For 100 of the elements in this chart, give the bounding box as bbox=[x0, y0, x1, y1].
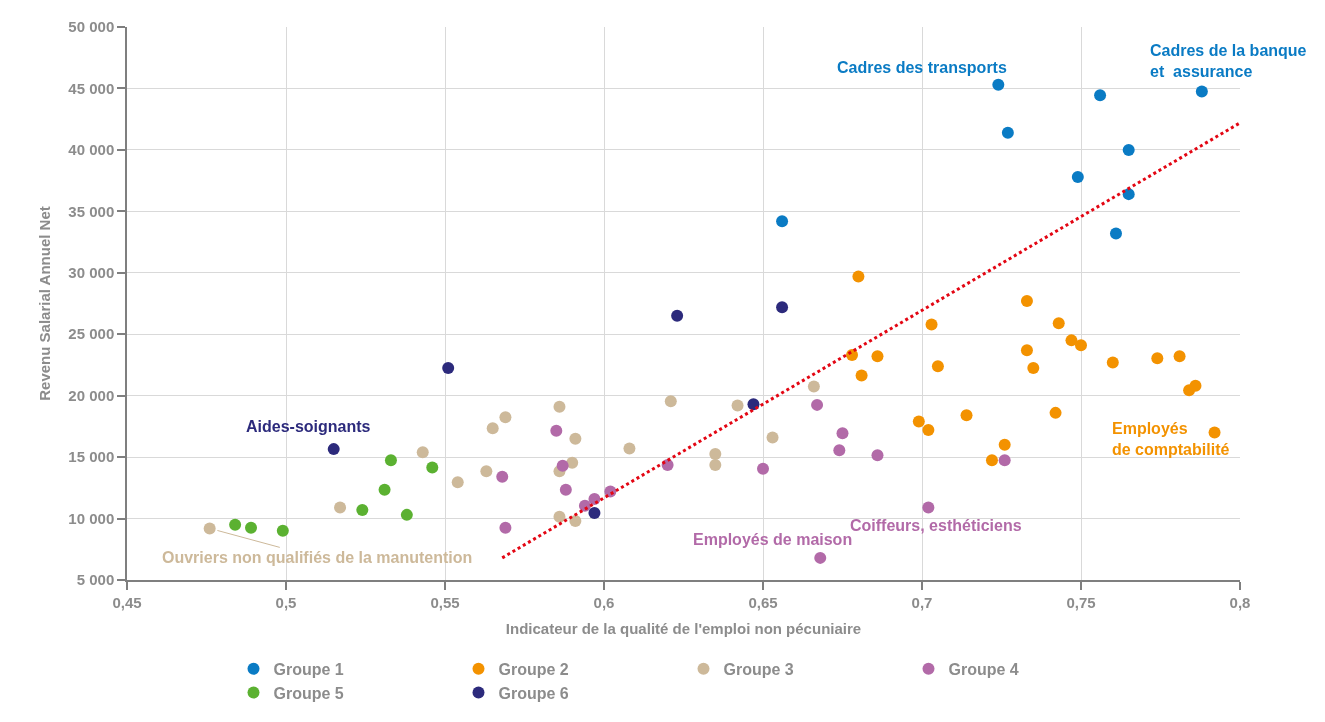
point bbox=[451, 476, 464, 489]
point bbox=[384, 454, 397, 467]
x-tick-label: 0,45 bbox=[112, 593, 142, 611]
point bbox=[766, 431, 779, 444]
point bbox=[814, 551, 827, 564]
point bbox=[992, 78, 1005, 91]
point bbox=[1109, 227, 1122, 240]
point bbox=[1075, 339, 1087, 352]
point bbox=[731, 399, 744, 412]
x-tick-label: 0,5 bbox=[275, 593, 297, 611]
point bbox=[203, 522, 216, 535]
y-tick-label: 15 000 bbox=[68, 448, 115, 466]
y-tick-label: 25 000 bbox=[68, 325, 115, 343]
y-tick-label: 10 000 bbox=[68, 509, 115, 527]
x-axis-title: Indicateur de la qualité de l'emploi non pécuniaire bbox=[505, 620, 862, 638]
annotation: Ouvriers non qualifiés de la manutention bbox=[162, 549, 473, 566]
legend-label: Groupe 6 bbox=[498, 684, 569, 702]
point bbox=[1052, 317, 1065, 330]
point bbox=[664, 395, 677, 408]
legend-label: Groupe 2 bbox=[498, 661, 569, 679]
y-tick-label: 50 000 bbox=[68, 18, 115, 36]
x-tick-label: 0,75 bbox=[1066, 593, 1096, 611]
point bbox=[378, 483, 391, 496]
point bbox=[499, 521, 512, 534]
point bbox=[356, 503, 369, 516]
point bbox=[569, 515, 582, 527]
point bbox=[556, 459, 569, 472]
point bbox=[1020, 295, 1033, 308]
point bbox=[623, 442, 636, 455]
point bbox=[496, 470, 509, 483]
point bbox=[998, 438, 1011, 451]
point bbox=[1173, 350, 1186, 363]
point bbox=[922, 501, 935, 514]
y-tick-label: 5 000 bbox=[76, 571, 115, 589]
point bbox=[276, 524, 289, 537]
point bbox=[245, 521, 258, 534]
legend-label: Groupe 1 bbox=[273, 661, 344, 679]
annotation: Cadres de la banque et assurance bbox=[1150, 42, 1307, 80]
point bbox=[671, 309, 684, 322]
x-tick-label: 0,8 bbox=[1229, 593, 1251, 611]
point bbox=[499, 411, 512, 424]
point bbox=[757, 462, 769, 475]
point bbox=[709, 459, 722, 472]
point bbox=[553, 510, 566, 523]
point bbox=[833, 444, 846, 457]
point bbox=[836, 427, 849, 440]
annotation: Coiffeurs, esthéticiens bbox=[850, 517, 1022, 534]
legend-label: Groupe 3 bbox=[723, 661, 794, 679]
point bbox=[931, 360, 944, 373]
y-tick-label: 45 000 bbox=[68, 79, 115, 97]
point bbox=[871, 350, 884, 363]
x-tick-label: 0,7 bbox=[911, 593, 933, 611]
point bbox=[553, 400, 566, 413]
x-tick-label: 0,6 bbox=[593, 593, 615, 611]
point bbox=[960, 409, 973, 422]
point bbox=[416, 446, 429, 459]
point bbox=[925, 318, 938, 331]
point bbox=[709, 448, 722, 461]
point bbox=[1001, 126, 1014, 139]
point bbox=[229, 518, 242, 531]
point bbox=[1065, 334, 1078, 347]
annotation: Employés de maison bbox=[693, 531, 853, 548]
point bbox=[400, 508, 413, 521]
legend-label: Groupe 4 bbox=[948, 661, 1019, 679]
point bbox=[1106, 356, 1119, 369]
point bbox=[1071, 170, 1084, 183]
point bbox=[922, 424, 935, 437]
legend-label: Groupe 5 bbox=[273, 684, 344, 702]
point bbox=[1122, 143, 1135, 156]
point bbox=[327, 443, 340, 456]
point bbox=[1195, 85, 1208, 98]
x-tick-label: 0,65 bbox=[748, 593, 778, 611]
point bbox=[569, 432, 582, 445]
annotation: Cadres des transports bbox=[837, 59, 1007, 76]
point bbox=[852, 270, 865, 283]
point bbox=[871, 449, 884, 462]
point bbox=[985, 454, 998, 467]
y-axis-title: Revenu Salarial Annuel Net bbox=[36, 206, 54, 401]
point bbox=[442, 362, 455, 375]
point bbox=[426, 461, 439, 474]
y-tick-label: 30 000 bbox=[68, 264, 115, 282]
point bbox=[486, 422, 499, 435]
point bbox=[776, 301, 789, 314]
point bbox=[334, 501, 347, 514]
point bbox=[559, 483, 572, 496]
point bbox=[1094, 89, 1107, 102]
point bbox=[811, 398, 824, 411]
point bbox=[1151, 352, 1164, 365]
x-tick-label: 0,55 bbox=[430, 593, 460, 611]
point bbox=[998, 454, 1011, 467]
point bbox=[588, 507, 601, 520]
point bbox=[1189, 379, 1202, 392]
point bbox=[1049, 406, 1062, 419]
point bbox=[912, 415, 925, 428]
y-tick-label: 35 000 bbox=[68, 202, 115, 220]
point bbox=[566, 456, 579, 469]
point bbox=[855, 369, 868, 382]
annotation: Aides-soignants bbox=[246, 418, 371, 435]
point bbox=[807, 380, 820, 393]
point bbox=[480, 465, 493, 478]
